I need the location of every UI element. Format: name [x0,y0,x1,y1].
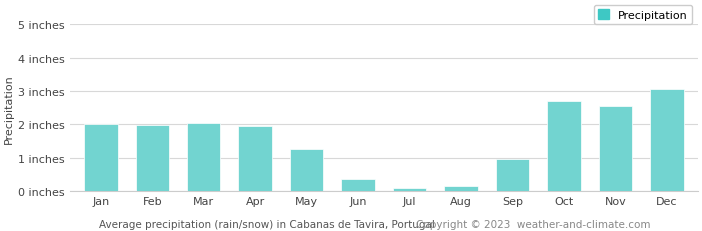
Bar [650,90,684,191]
Text: Average precipitation (rain/snow) in Cabanas de Tavira, Portugal: Average precipitation (rain/snow) in Cab… [99,219,435,229]
Bar [341,180,375,191]
Y-axis label: Precipitation: Precipitation [4,73,14,143]
Bar [393,188,426,191]
Bar [290,150,324,191]
Bar [548,102,581,191]
Text: Copyright © 2023  weather-and-climate.com: Copyright © 2023 weather-and-climate.com [416,219,651,229]
Legend: Precipitation: Precipitation [594,6,692,25]
Bar [135,126,169,191]
Bar [187,123,220,191]
Bar [496,160,529,191]
Bar [599,107,633,191]
Bar [84,125,117,191]
Bar [239,127,272,191]
Bar [444,186,478,191]
